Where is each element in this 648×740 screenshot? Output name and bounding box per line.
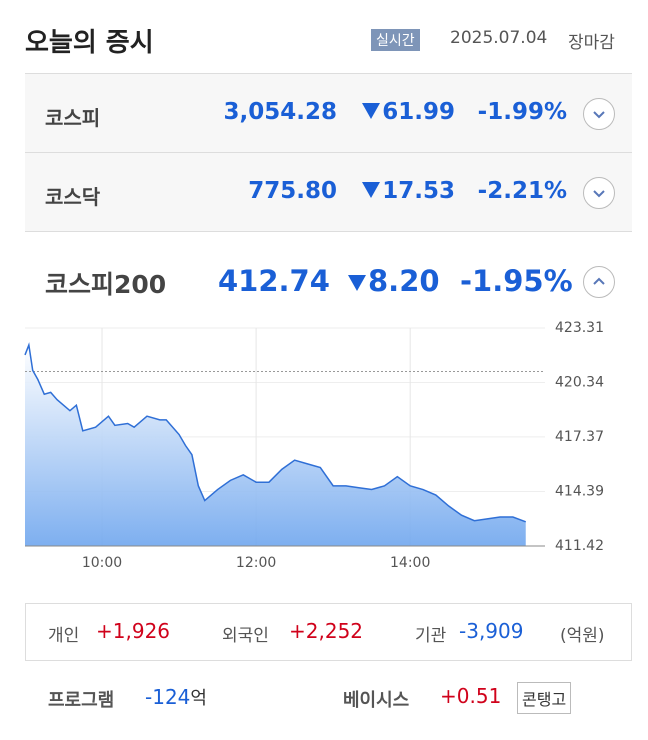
x-tick-label: 14:00	[390, 555, 430, 571]
down-icon	[348, 275, 366, 291]
index-value: 775.80	[248, 178, 337, 204]
expand-button[interactable]	[583, 177, 615, 209]
down-icon	[362, 182, 381, 198]
y-tick-label: 420.34	[555, 374, 604, 390]
change-value: 17.53	[382, 178, 455, 204]
status: 장마감	[568, 33, 615, 53]
index-name: 코스닥	[45, 185, 101, 209]
index-rate: -2.21%	[477, 178, 567, 204]
index-change: 17.53	[362, 178, 455, 204]
index-value: 3,054.28	[223, 99, 338, 125]
chart: 411.42 414.39 417.37 420.34 423.31 10:00 12:00…	[24, 320, 604, 571]
investor-name: 기관	[415, 626, 447, 646]
unit: (억원)	[560, 626, 605, 646]
y-tick-label: 411.42	[555, 538, 604, 554]
divider	[25, 231, 632, 232]
basis-status: 콘탱고	[517, 682, 572, 714]
investor-value: +2,252	[289, 619, 364, 643]
y-tick-label: 423.31	[555, 320, 604, 336]
investor-name: 외국인	[222, 626, 269, 646]
y-tick-label: 417.37	[555, 429, 604, 445]
investor-value: +1,926	[96, 619, 171, 643]
change-value: 8.20	[368, 264, 440, 298]
expand-button[interactable]	[583, 98, 615, 130]
basis-value: +0.51	[440, 684, 502, 708]
index-rate: -1.99%	[477, 99, 567, 125]
index-change: 61.99	[362, 99, 455, 125]
title: 오늘의 증시	[25, 28, 154, 58]
x-tick-label: 10:00	[82, 555, 122, 571]
program-value: -124억	[145, 684, 207, 710]
program-label: 프로그램	[48, 690, 115, 711]
date: 2025.07.04	[450, 28, 548, 48]
index-name: 코스피	[45, 106, 101, 130]
badge: 실시간	[371, 29, 420, 51]
investor-box	[25, 603, 632, 661]
basis-label: 베이시스	[343, 690, 410, 711]
investor-value: -3,909	[459, 619, 524, 643]
kospi200-change: 8.20	[348, 264, 440, 298]
x-tick-label: 12:00	[236, 555, 276, 571]
kospi200-value: 412.74	[218, 264, 330, 298]
index-row[interactable]: 코스닥 775.80 17.53 -2.21%	[25, 152, 632, 232]
y-tick-label: 414.39	[555, 484, 604, 500]
program-amount: -124	[145, 685, 191, 709]
change-value: 61.99	[382, 99, 455, 125]
kospi200-name: 코스피200	[45, 270, 167, 299]
down-icon	[362, 103, 381, 119]
line	[24, 342, 527, 523]
investor-name: 개인	[48, 626, 80, 646]
kospi200-rate: -1.95%	[460, 264, 573, 298]
program-unit: 억	[190, 688, 207, 709]
collapse-button[interactable]	[583, 266, 615, 298]
area	[25, 345, 526, 546]
index-row[interactable]: 코스피 3,054.28 61.99 -1.99%	[25, 73, 632, 153]
